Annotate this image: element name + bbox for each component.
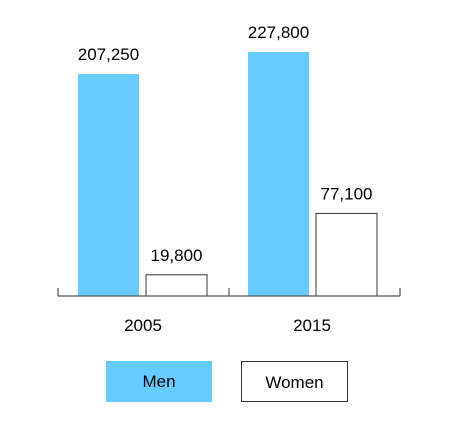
data-label-women-2015: 77,100: [321, 184, 373, 203]
data-label-men-2015: 227,800: [248, 23, 309, 42]
bar-women-2005: [145, 274, 208, 297]
category-label-2005: 2005: [124, 316, 162, 335]
data-label-men-2005: 207,250: [78, 45, 139, 64]
data-label-women-2005: 19,800: [151, 246, 203, 265]
category-label-2015: 2015: [293, 316, 331, 335]
bar-men-2005: [78, 74, 139, 296]
legend-men: Men: [106, 361, 212, 402]
legend-women: Women: [241, 361, 348, 402]
bar-women-2015: [315, 212, 378, 297]
bar-chart: 207,250 19,800 227,800 77,100: [57, 23, 401, 297]
bar-men-2015: [248, 52, 309, 296]
